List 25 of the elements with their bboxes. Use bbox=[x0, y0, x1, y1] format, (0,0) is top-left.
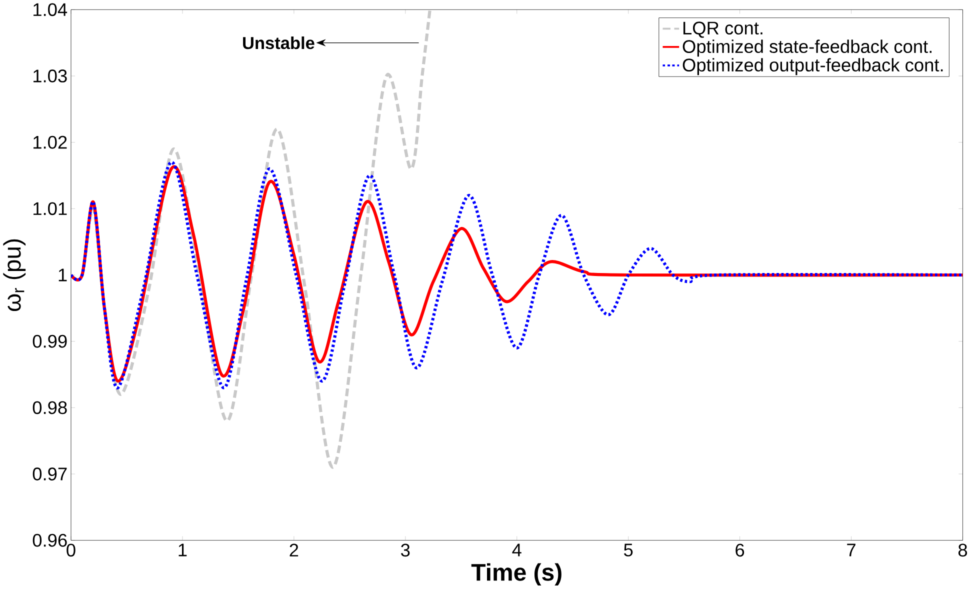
x-tick-label: 2 bbox=[290, 544, 298, 557]
y-tick-label: 1.01 bbox=[34, 202, 67, 216]
x-tick-label: 0 bbox=[66, 544, 76, 557]
x-tick-label: 6 bbox=[736, 544, 744, 557]
x-tick-label: 5 bbox=[624, 544, 633, 557]
y-tick-label: 0.98 bbox=[32, 401, 67, 414]
x-tick-label: 8 bbox=[958, 544, 968, 557]
x-tick-label: 3 bbox=[401, 544, 410, 557]
x-tick-label: 7 bbox=[847, 544, 856, 556]
y-tick-label: 0.96 bbox=[32, 534, 67, 547]
line-series bbox=[71, 10, 432, 470]
y-tick-label: 0.97 bbox=[32, 468, 67, 481]
x-axis-title: Time (s) bbox=[471, 563, 562, 586]
x-tick-label: 1 bbox=[178, 544, 187, 556]
legend-label: LQR cont. bbox=[683, 22, 762, 38]
y-tick-label: 1 bbox=[58, 268, 67, 282]
y-tick-label: 1.04 bbox=[34, 3, 68, 16]
x-tick-label: 4 bbox=[512, 544, 522, 556]
y-tick-label: 1.02 bbox=[34, 136, 67, 149]
y-tick-label: 0.99 bbox=[32, 334, 67, 348]
y-axis-title: ω$_{r}$ (pu) bbox=[3, 240, 26, 312]
y-tick-label: 1.03 bbox=[34, 70, 67, 83]
legend-label: Optimized output-feedback cont. bbox=[682, 58, 943, 76]
annotation: Unstable bbox=[243, 36, 314, 50]
legend-label: Optimized state-feedback cont. bbox=[682, 40, 932, 57]
